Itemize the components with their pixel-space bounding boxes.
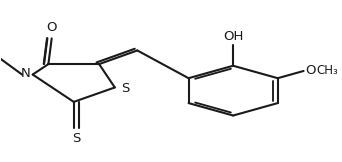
Text: S: S (121, 82, 130, 95)
Text: CH₃: CH₃ (316, 64, 338, 77)
Text: S: S (72, 132, 81, 145)
Text: N: N (21, 67, 30, 80)
Text: OH: OH (223, 30, 243, 43)
Text: O: O (47, 21, 57, 34)
Text: O: O (305, 64, 316, 77)
